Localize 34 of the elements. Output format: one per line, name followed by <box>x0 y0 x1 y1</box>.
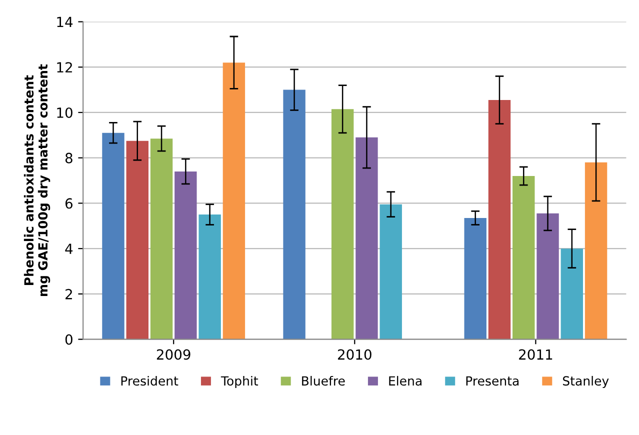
legend-label: Tophit <box>220 376 258 388</box>
x-tick-label: 2009 <box>156 349 190 360</box>
bar <box>584 162 608 340</box>
bar <box>150 138 173 340</box>
y-tick-label: 0 <box>65 334 72 345</box>
y-tick-label: 8 <box>65 152 72 164</box>
legend-label: Stanley <box>562 376 609 388</box>
y-tick-label: 14 <box>57 16 73 28</box>
legend-label: Presenta <box>466 376 519 386</box>
x-tick-label: 2010 <box>338 349 372 360</box>
bar <box>560 248 584 340</box>
legend-label: President <box>121 376 178 386</box>
bar <box>331 109 354 340</box>
y-tick-label: 12 <box>57 62 72 72</box>
y-tick-label: 6 <box>65 198 72 209</box>
bar <box>198 214 221 340</box>
bar <box>512 176 535 340</box>
bar <box>464 218 486 340</box>
bar <box>126 140 148 340</box>
bar <box>222 62 246 340</box>
x-tick-label: 2011 <box>519 349 552 360</box>
bar <box>488 100 511 340</box>
y-tick-label: 2 <box>66 288 72 300</box>
y-tick-label: 10 <box>57 107 72 118</box>
bar <box>174 171 197 340</box>
bar <box>380 204 402 340</box>
bar <box>102 132 124 340</box>
bar <box>356 137 378 340</box>
bar <box>536 213 559 340</box>
y-axis-title: Phenolic antioxidants content mg GAE/100g dry matter content <box>24 64 50 296</box>
y-tick-label: 4 <box>65 244 73 254</box>
legend-label: Bluefre <box>302 376 345 386</box>
bar <box>283 90 306 340</box>
legend-label: Elena <box>389 376 422 386</box>
